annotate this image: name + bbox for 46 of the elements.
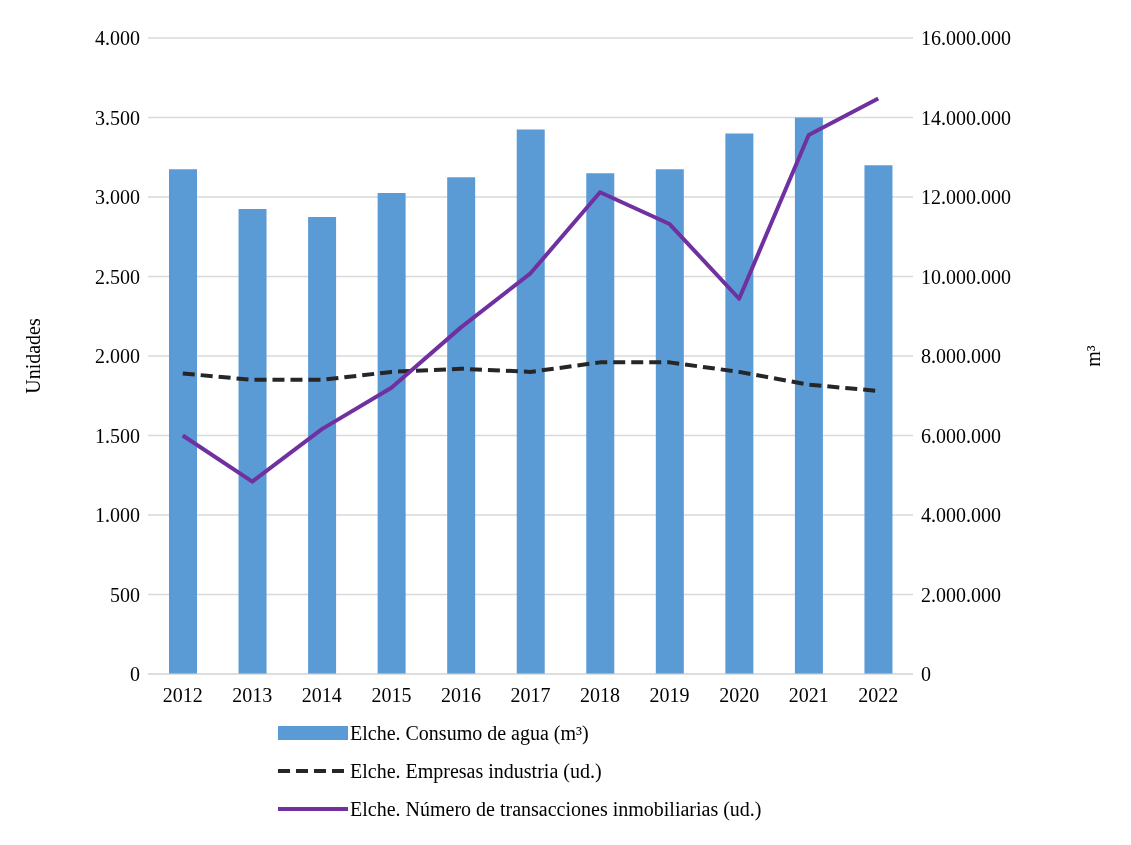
y-tick-label: 500 bbox=[110, 583, 140, 606]
y2-tick-label: 12.000.000 bbox=[921, 186, 1011, 209]
bar bbox=[794, 117, 823, 674]
x-tick-label: 2020 bbox=[719, 684, 760, 707]
y-tick-label: 3.500 bbox=[95, 106, 140, 129]
y-tick-label: 1.000 bbox=[95, 504, 140, 527]
y-tick-label: 3.000 bbox=[95, 186, 140, 209]
x-tick-label: 2015 bbox=[371, 684, 412, 707]
x-tick-label: 2014 bbox=[301, 684, 342, 707]
y2-tick-label: 10.000.000 bbox=[921, 265, 1011, 288]
y2-tick-label: 14.000.000 bbox=[921, 106, 1011, 129]
y-tick-label: 4.000 bbox=[95, 27, 140, 50]
bar bbox=[586, 173, 615, 674]
y-tick-label: 1.500 bbox=[95, 424, 140, 447]
y-tick-label: 0 bbox=[130, 663, 140, 686]
legend-label: Elche. Empresas industria (ud.) bbox=[350, 759, 602, 783]
bar bbox=[238, 208, 267, 674]
bar bbox=[308, 216, 337, 674]
bar bbox=[725, 133, 754, 674]
y2-axis-title: m³ bbox=[1082, 345, 1105, 367]
bar bbox=[655, 169, 684, 674]
bar bbox=[447, 177, 476, 674]
y2-tick-label: 0 bbox=[921, 663, 931, 686]
x-tick-label: 2021 bbox=[788, 684, 829, 707]
y-tick-label: 2.000 bbox=[95, 345, 140, 368]
bar bbox=[377, 193, 406, 674]
line-series bbox=[180, 96, 881, 484]
y-axis-title: Unidades bbox=[22, 318, 45, 394]
y2-tick-label: 8.000.000 bbox=[921, 345, 1001, 368]
y2-tick-label: 16.000.000 bbox=[921, 27, 1011, 50]
bar bbox=[516, 129, 545, 674]
legend-label: Elche. Número de transacciones inmobiliarias (ud.) bbox=[350, 797, 762, 821]
x-tick-label: 2018 bbox=[580, 684, 621, 707]
y-tick-label: 2.500 bbox=[95, 265, 140, 288]
x-tick-label: 2017 bbox=[510, 684, 551, 707]
x-tick-label: 2013 bbox=[232, 684, 273, 707]
x-tick-label: 2022 bbox=[858, 684, 899, 707]
legend-label: Elche. Consumo de agua (m³) bbox=[350, 721, 589, 745]
x-tick-label: 2019 bbox=[649, 684, 690, 707]
y2-tick-label: 2.000.000 bbox=[921, 583, 1001, 606]
bar bbox=[169, 169, 197, 674]
x-tick-label: 2012 bbox=[162, 684, 203, 707]
y2-tick-label: 6.000.000 bbox=[921, 424, 1001, 447]
y2-tick-label: 4.000.000 bbox=[921, 504, 1001, 527]
bar bbox=[864, 165, 893, 674]
x-tick-label: 2016 bbox=[440, 684, 481, 707]
